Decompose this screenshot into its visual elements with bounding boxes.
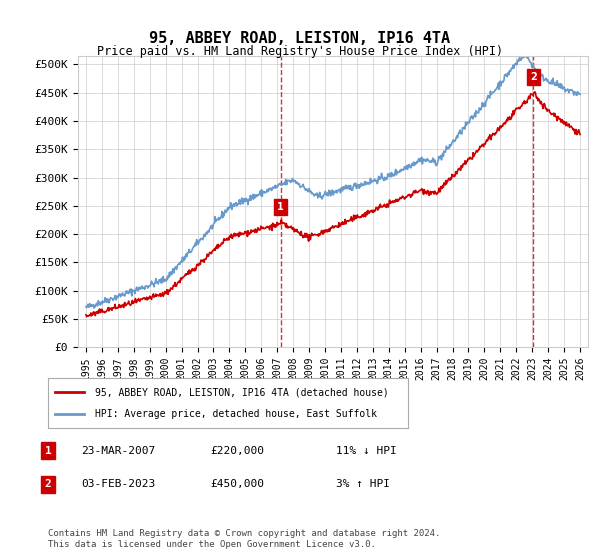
Text: 03-FEB-2023: 03-FEB-2023	[81, 479, 155, 489]
Text: 1: 1	[277, 202, 284, 212]
Text: 2: 2	[44, 479, 52, 489]
Text: 95, ABBEY ROAD, LEISTON, IP16 4TA: 95, ABBEY ROAD, LEISTON, IP16 4TA	[149, 31, 451, 46]
Text: 3% ↑ HPI: 3% ↑ HPI	[336, 479, 390, 489]
Text: 2: 2	[530, 72, 537, 82]
Text: 95, ABBEY ROAD, LEISTON, IP16 4TA (detached house): 95, ABBEY ROAD, LEISTON, IP16 4TA (detac…	[95, 387, 389, 397]
Text: Price paid vs. HM Land Registry's House Price Index (HPI): Price paid vs. HM Land Registry's House …	[97, 45, 503, 58]
Text: Contains HM Land Registry data © Crown copyright and database right 2024.
This d: Contains HM Land Registry data © Crown c…	[48, 529, 440, 549]
Text: £450,000: £450,000	[210, 479, 264, 489]
Text: £220,000: £220,000	[210, 446, 264, 456]
Text: 1: 1	[44, 446, 52, 456]
Text: HPI: Average price, detached house, East Suffolk: HPI: Average price, detached house, East…	[95, 409, 377, 419]
Text: 11% ↓ HPI: 11% ↓ HPI	[336, 446, 397, 456]
Text: 23-MAR-2007: 23-MAR-2007	[81, 446, 155, 456]
